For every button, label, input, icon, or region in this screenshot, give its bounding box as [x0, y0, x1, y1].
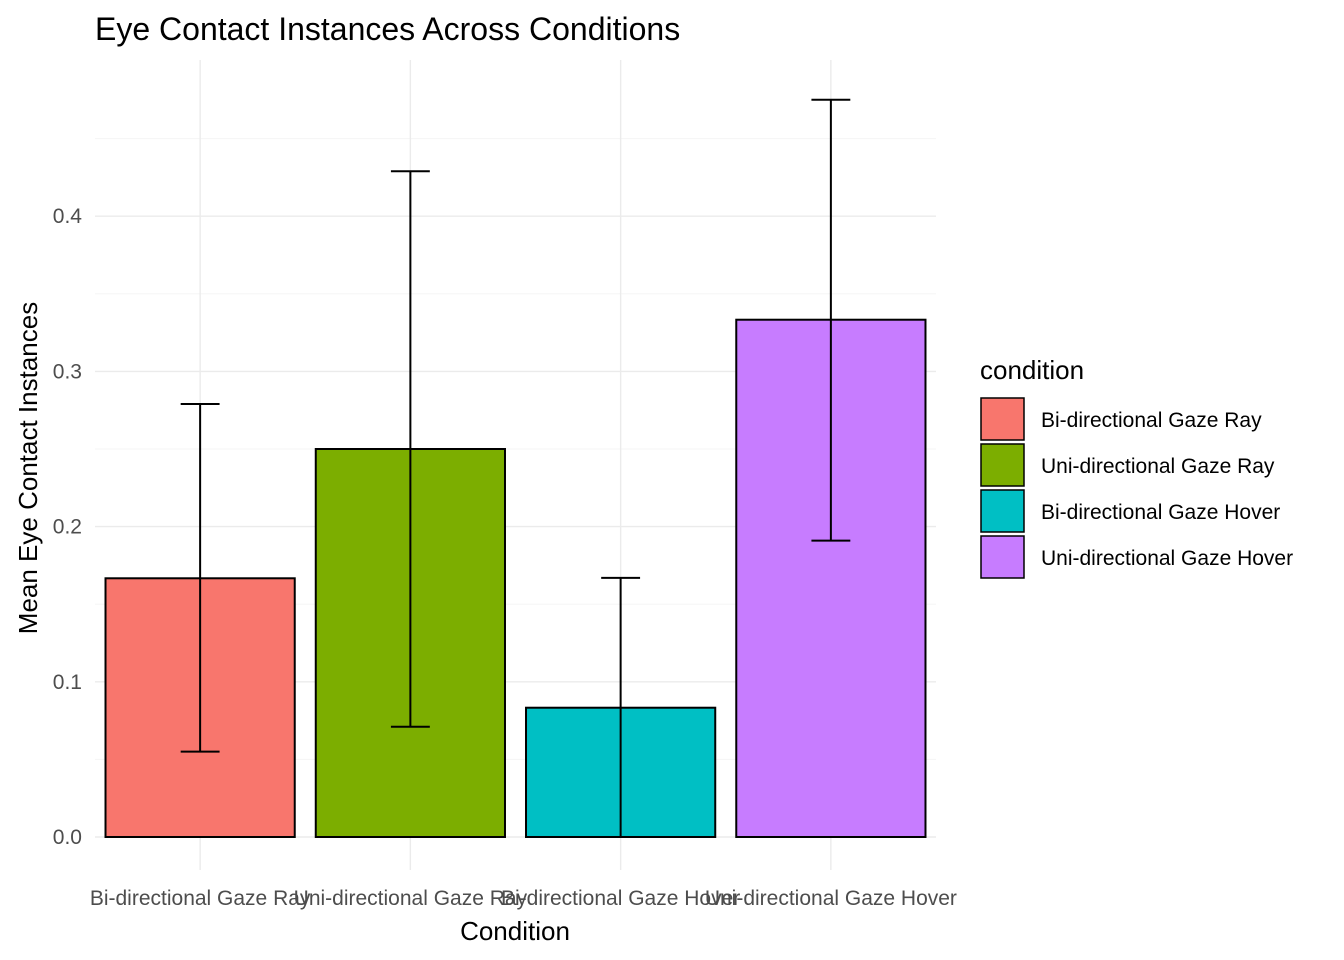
x-tick-label: Uni-directional Gaze Ray — [294, 887, 528, 910]
legend-key-2 — [980, 443, 1025, 487]
chart-title: Eye Contact Instances Across Conditions — [95, 11, 680, 47]
x-axis-title: Condition — [460, 916, 570, 946]
legend: condition Bi-directional Gaze Ray Uni-dir… — [980, 355, 1293, 579]
legend-key-3 — [980, 489, 1025, 533]
legend-label-2: Uni-directional Gaze Ray — [1041, 455, 1275, 478]
y-tick-label: 0.3 — [53, 360, 82, 383]
x-tick-label: Uni-directional Gaze Hover — [705, 887, 957, 910]
legend-label-4: Uni-directional Gaze Hover — [1041, 547, 1293, 570]
x-tick-label: Bi-directional Gaze Hover — [501, 887, 740, 910]
legend-label-1: Bi-directional Gaze Ray — [1041, 409, 1262, 432]
y-tick-label: 0.4 — [53, 205, 83, 228]
y-axis-title: Mean Eye Contact Instances — [13, 302, 43, 634]
y-tick-label: 0.2 — [53, 516, 82, 539]
y-tick-label: 0.1 — [53, 671, 82, 694]
legend-label-3: Bi-directional Gaze Hover — [1041, 501, 1280, 524]
x-tick-label: Bi-directional Gaze Ray — [90, 887, 311, 910]
y-tick-label: 0.0 — [53, 826, 82, 849]
legend-title: condition — [980, 355, 1084, 385]
y-axis-ticks: 0.0 0.1 0.2 0.3 0.4 — [53, 205, 83, 849]
legend-key-4 — [980, 535, 1025, 579]
legend-key-1 — [980, 397, 1025, 441]
error-bars-group — [180, 98, 851, 838]
